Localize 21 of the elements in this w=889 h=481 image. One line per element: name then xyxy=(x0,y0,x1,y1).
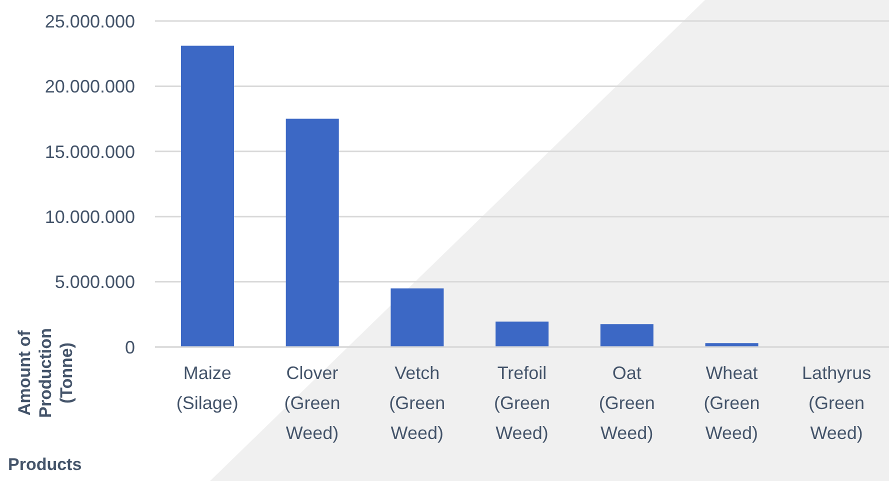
x-tick-label: Lathyrus (Green Weed) xyxy=(802,363,872,443)
y-tick-label: 20.000.000 xyxy=(44,76,135,97)
bar xyxy=(390,288,444,347)
x-axis-title: Products xyxy=(8,455,82,475)
x-tick-label: Oat (Green Weed) xyxy=(598,363,655,443)
y-axis-title: Amount of Production (Tonne) xyxy=(14,327,76,420)
bar xyxy=(181,46,234,347)
y-tick-label: 10.000.000 xyxy=(44,206,135,227)
bar xyxy=(705,343,758,347)
x-tick-label: Wheat (Green Weed) xyxy=(704,363,760,443)
y-tick-label: 5.000.000 xyxy=(54,272,135,292)
y-tick-label: 15.000.000 xyxy=(44,142,135,162)
bar xyxy=(286,118,339,347)
bar xyxy=(496,322,549,347)
x-tick-label: Vetch (Green Weed) xyxy=(389,363,446,443)
x-tick-label: Clover (Green Weed) xyxy=(284,363,340,443)
x-tick-label: Trefoil (Green Weed) xyxy=(494,363,550,443)
y-tick-label: 0 xyxy=(124,337,135,358)
x-tick-label: Maize (Silage) xyxy=(176,363,238,413)
y-tick-label: 25.000.000 xyxy=(44,11,135,32)
bar xyxy=(600,324,654,347)
